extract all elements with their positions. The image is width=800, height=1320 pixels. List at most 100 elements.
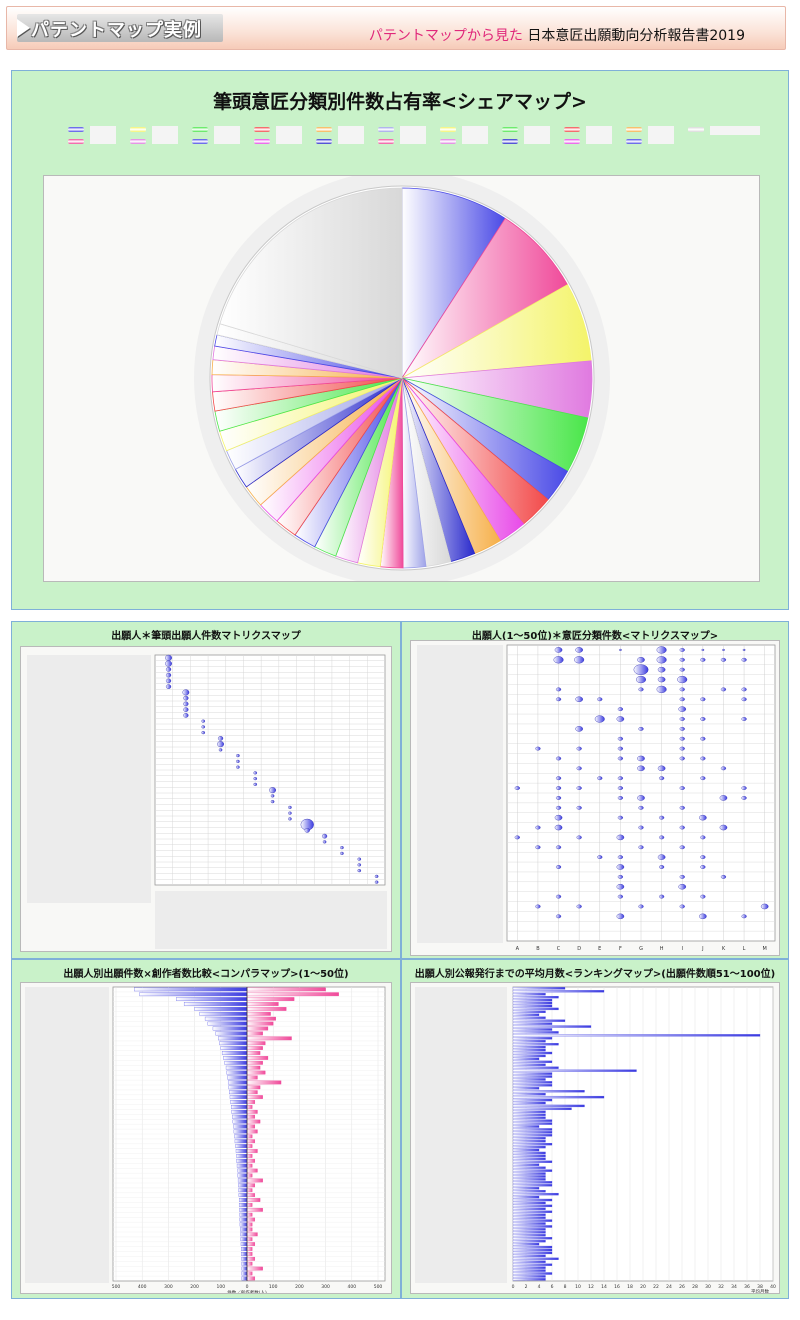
bubble bbox=[679, 786, 685, 790]
bubble bbox=[700, 717, 706, 721]
right-bar bbox=[246, 1051, 261, 1055]
bar bbox=[512, 1234, 546, 1237]
bar bbox=[512, 1222, 546, 1225]
share-map-panel: 筆頭意匠分類別件数占有率<シェアマップ> bbox=[11, 70, 789, 610]
right-bar bbox=[246, 1016, 276, 1021]
bar bbox=[512, 1087, 540, 1090]
left-bar bbox=[232, 1114, 248, 1119]
bar bbox=[512, 1163, 540, 1166]
bubble bbox=[288, 817, 292, 821]
bar bbox=[512, 1192, 559, 1196]
bubble bbox=[679, 845, 685, 850]
left-bar bbox=[220, 1046, 248, 1050]
bar bbox=[512, 1013, 540, 1016]
bubble bbox=[637, 755, 645, 762]
bubble bbox=[638, 904, 644, 909]
left-bar bbox=[215, 1031, 248, 1036]
bubble bbox=[617, 815, 623, 820]
left-bar bbox=[239, 1212, 248, 1217]
bubble bbox=[617, 736, 623, 741]
legend-label-box bbox=[276, 126, 302, 144]
bubble bbox=[269, 787, 276, 794]
bubble bbox=[183, 713, 189, 718]
bubble bbox=[182, 689, 190, 696]
left-bar bbox=[237, 1178, 248, 1183]
x-tick-label: 0 bbox=[246, 1284, 249, 1290]
ranking-map-plot: 0 2 4 6 8 10 12 14 16 18 20 22 24 26 28 30 32 34 36 38 40 平均月… bbox=[410, 982, 780, 1294]
bubble bbox=[535, 746, 541, 751]
bar bbox=[512, 1134, 553, 1137]
bar bbox=[512, 1154, 546, 1158]
right-bar bbox=[246, 987, 326, 992]
bar bbox=[512, 1160, 553, 1163]
bar bbox=[512, 1260, 546, 1263]
legend-swatch bbox=[502, 127, 518, 132]
x-axis-label: 件数／創作者数(人) bbox=[227, 1289, 267, 1293]
bar bbox=[512, 987, 566, 990]
right-bar bbox=[246, 1173, 253, 1178]
right-bar bbox=[246, 1242, 256, 1246]
right-bar bbox=[246, 1158, 256, 1163]
bubble bbox=[555, 845, 562, 850]
left-bar bbox=[239, 1222, 248, 1227]
bubble bbox=[700, 865, 706, 869]
x-tick-label: 18 bbox=[627, 1284, 633, 1290]
right-bar bbox=[246, 1134, 253, 1139]
bar bbox=[512, 1254, 546, 1258]
x-tick-label: 300 bbox=[164, 1284, 173, 1290]
bubble bbox=[617, 756, 623, 761]
right-bar bbox=[246, 1188, 253, 1193]
left-bar bbox=[219, 1041, 248, 1046]
bubble bbox=[741, 687, 747, 692]
bar bbox=[512, 1184, 553, 1187]
legend-swatch bbox=[502, 139, 518, 144]
bubble bbox=[720, 766, 727, 771]
bar bbox=[512, 1172, 546, 1175]
bubble bbox=[638, 845, 644, 850]
legend-label-box bbox=[462, 126, 488, 144]
left-bar bbox=[232, 1119, 248, 1124]
row-label-area bbox=[25, 987, 109, 1283]
bubble bbox=[555, 697, 562, 702]
bubble bbox=[659, 835, 665, 840]
bubble bbox=[554, 647, 563, 653]
left-bar bbox=[224, 1060, 248, 1065]
bar bbox=[512, 1007, 559, 1011]
bar bbox=[512, 1093, 546, 1096]
bar bbox=[512, 1190, 546, 1193]
compara-map-chart: 500 400 300 200 100 0 100 200 300 400 500 件数／創作者数(人… bbox=[25, 986, 386, 1293]
header-tag bbox=[17, 14, 223, 42]
ranking-map-chart: 0 2 4 6 8 10 12 14 16 18 20 22 24 26 28 30 32 34 36 38 40平均月… bbox=[415, 986, 776, 1293]
pie-slice bbox=[219, 187, 403, 379]
matrix-map1-panel: 出願人＊筆頭出願人件数マトリクスマップ bbox=[11, 621, 401, 959]
bar bbox=[512, 1104, 585, 1108]
bar bbox=[512, 1275, 546, 1278]
bar bbox=[512, 1010, 546, 1014]
right-bar bbox=[246, 1095, 263, 1099]
bubble bbox=[679, 726, 685, 731]
left-bar bbox=[228, 1085, 248, 1090]
right-bar bbox=[246, 1080, 282, 1085]
bar bbox=[512, 1251, 553, 1255]
bubble bbox=[576, 835, 582, 840]
bubble bbox=[720, 657, 727, 662]
left-bar bbox=[238, 1198, 248, 1202]
bubble bbox=[575, 696, 583, 703]
bubble bbox=[679, 756, 685, 761]
legend-swatch bbox=[440, 127, 456, 132]
bubble bbox=[719, 824, 728, 831]
right-bar bbox=[246, 1144, 253, 1148]
x-tick-label: 8 bbox=[564, 1284, 567, 1290]
bar bbox=[512, 993, 546, 996]
bar bbox=[512, 1198, 553, 1202]
bar bbox=[512, 1043, 559, 1046]
left-bar bbox=[212, 1026, 248, 1031]
bubble bbox=[218, 748, 223, 752]
bubble bbox=[679, 904, 685, 909]
left-bar bbox=[134, 987, 248, 992]
bubble bbox=[700, 776, 706, 781]
bubble bbox=[635, 675, 646, 684]
legend-label-box bbox=[400, 126, 426, 144]
bubble bbox=[374, 874, 379, 878]
left-bar bbox=[238, 1193, 248, 1197]
